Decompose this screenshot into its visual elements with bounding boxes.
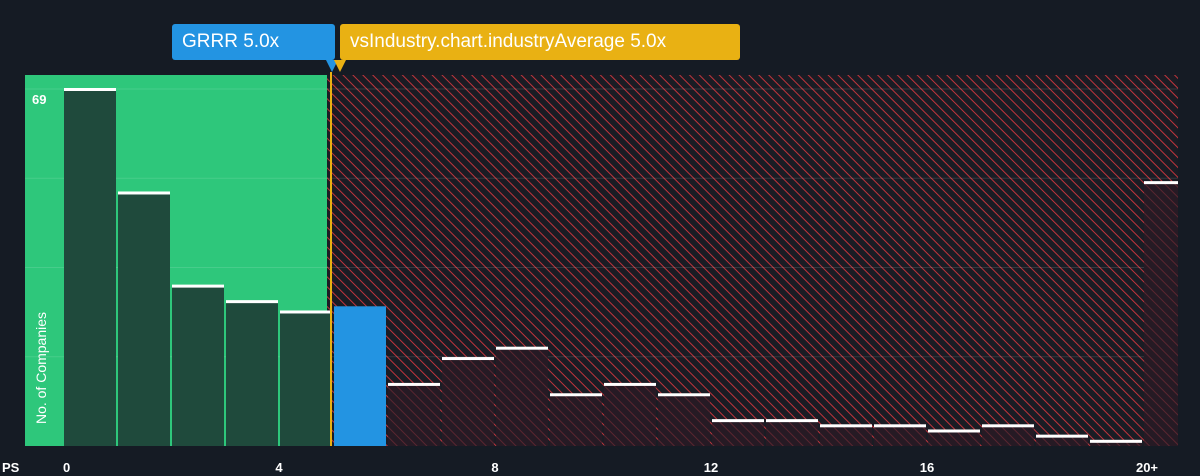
- histogram-bar-cap: [172, 284, 224, 288]
- x-tick-label: 0: [63, 460, 70, 475]
- histogram-bar: [280, 311, 332, 446]
- histogram-bar-cap: [388, 382, 440, 386]
- x-tick-label: 16: [920, 460, 934, 475]
- histogram-bar: [1144, 182, 1178, 446]
- histogram-bar: [658, 394, 710, 446]
- histogram-bar-cap: [280, 310, 332, 314]
- histogram-bar-cap: [1144, 181, 1178, 185]
- x-tick-label: 12: [704, 460, 718, 475]
- bars-group: [64, 88, 1178, 446]
- histogram-bar-cap: [874, 424, 926, 428]
- histogram-bar-cap: [928, 429, 980, 433]
- histogram-bar: [226, 301, 278, 446]
- histogram-bar: [550, 394, 602, 446]
- histogram-bar-cap: [712, 419, 764, 423]
- histogram-bar-cap: [118, 191, 170, 195]
- histogram-bar: [172, 285, 224, 446]
- histogram-bar: [64, 89, 116, 446]
- x-tick-label: 8: [491, 460, 498, 475]
- x-tick-label: 20+: [1136, 460, 1158, 475]
- histogram-bar: [118, 192, 170, 446]
- y-axis-label: No. of Companies: [33, 312, 49, 424]
- x-tick-label: 4: [275, 460, 283, 475]
- histogram-bar: [712, 420, 764, 446]
- histogram-bar-cap: [604, 382, 656, 386]
- histogram-bar: [388, 383, 440, 446]
- histogram-bar-cap: [658, 393, 710, 397]
- industry-average-callout: vsIndustry.chart.industryAverage 5.0x: [340, 24, 740, 60]
- histogram-bar-cap: [496, 346, 548, 350]
- histogram-bar: [928, 430, 980, 446]
- histogram-bar: [874, 425, 926, 446]
- x-axis-label: PS: [2, 460, 20, 475]
- histogram-bar-cap: [64, 88, 116, 91]
- histogram-bar-cap: [550, 393, 602, 397]
- histogram-bar-cap: [1036, 434, 1088, 438]
- industry-callout-pointer: [334, 60, 346, 72]
- histogram-bar: [442, 358, 494, 446]
- histogram-bar: [496, 347, 548, 446]
- histogram-bar-cap: [442, 357, 494, 361]
- histogram-bar: [766, 420, 818, 446]
- histogram-bar: [820, 425, 872, 446]
- histogram-bar-cap: [982, 424, 1034, 428]
- x-tick-labels: 0 4 8 12 16 20+: [63, 460, 1158, 475]
- histogram-bar: [1090, 440, 1142, 446]
- histogram-bar-cap: [1090, 439, 1142, 443]
- histogram-bar: [334, 306, 386, 446]
- histogram-bar-cap: [766, 419, 818, 423]
- histogram-bar: [604, 383, 656, 446]
- y-max-tick-label: 69: [32, 92, 46, 107]
- histogram-bar-cap: [820, 424, 872, 428]
- histogram-bar: [1036, 435, 1088, 446]
- histogram-bar: [982, 425, 1034, 446]
- histogram-bar-cap: [226, 300, 278, 304]
- company-ps-callout: GRRR 5.0x: [172, 24, 335, 60]
